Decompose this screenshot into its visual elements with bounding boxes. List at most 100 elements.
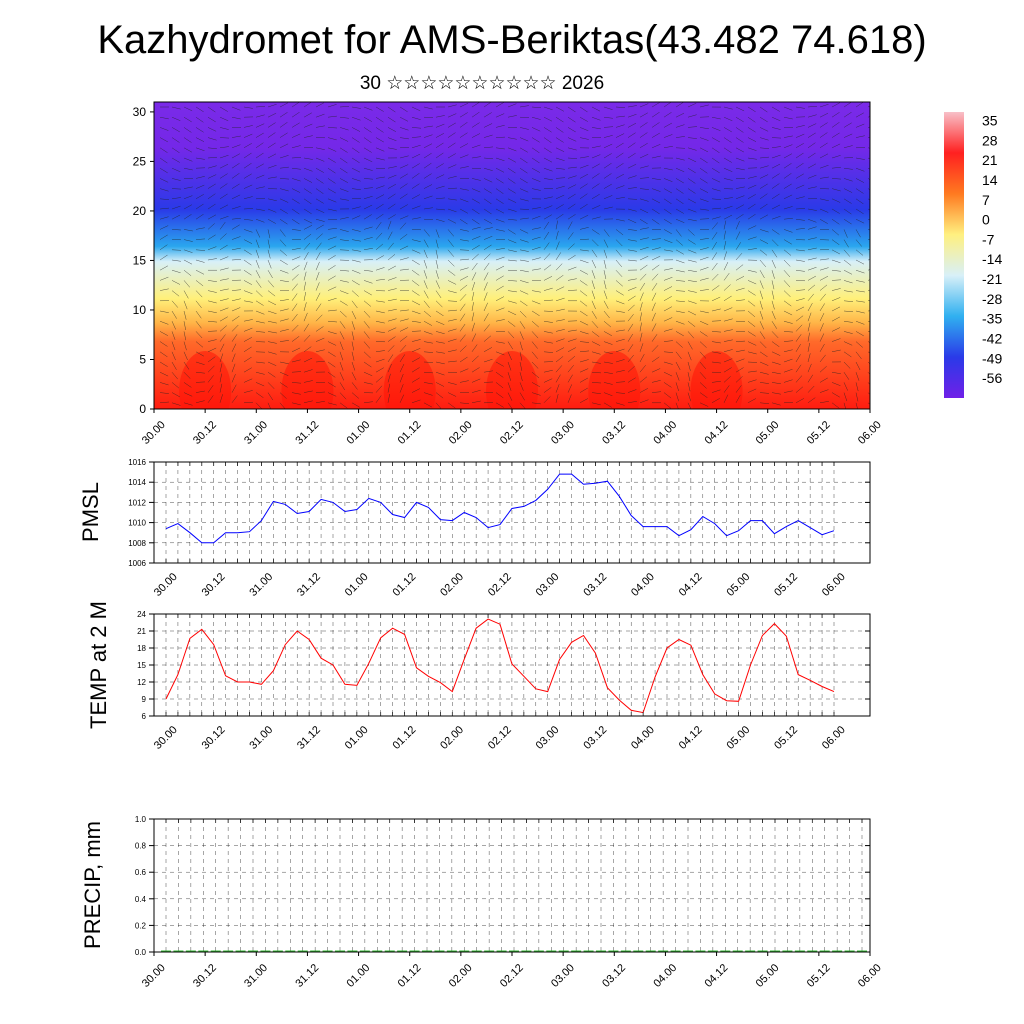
wind-barb [699, 208, 709, 211]
wind-barb [711, 320, 722, 322]
wind-barb [711, 188, 721, 192]
wind-barb [447, 280, 457, 285]
wind-barb [243, 143, 252, 149]
wind-barb [519, 290, 529, 295]
wind-barb [819, 312, 825, 322]
wind-barb [531, 147, 540, 154]
wind-barb [387, 327, 397, 332]
wind-barb [267, 218, 276, 224]
wind-barb [687, 361, 691, 371]
wind-barb [735, 195, 745, 200]
wind-barb [531, 300, 541, 305]
wind-barb [459, 154, 469, 159]
wind-barb [735, 127, 744, 133]
wind-barb [867, 188, 870, 191]
wind-barb [363, 116, 373, 122]
wind-barb [543, 231, 550, 240]
wind-barb [603, 106, 613, 110]
wind-barb [531, 257, 541, 261]
wind-barb [291, 178, 301, 182]
wind-barb [243, 337, 253, 342]
wind-barb [699, 137, 709, 141]
wind-barb [603, 173, 612, 179]
wind-barb [423, 218, 434, 220]
wind-barb [183, 270, 192, 276]
wind-barb [819, 366, 827, 373]
wind-barb [375, 232, 383, 240]
wind-barb [459, 112, 468, 118]
wind-barb [183, 106, 193, 112]
wind-barb [279, 371, 289, 376]
wind-barb [363, 290, 372, 296]
wind-barb [807, 208, 817, 211]
wind-barb [351, 290, 359, 297]
temp-x-axis: 30.00 30.12 31.00 31.12 01.00 01.12 02.00 02.12… [152, 724, 848, 752]
wind-barb [603, 351, 613, 355]
wind-barb [471, 111, 480, 118]
wind-barb [519, 127, 529, 130]
wind-barb [555, 329, 565, 332]
wind-barb [447, 259, 455, 267]
wind-barb [387, 193, 396, 200]
wind-barb [495, 124, 505, 128]
wind-barb [495, 188, 504, 194]
wind-barb [315, 113, 325, 118]
wind-barb [579, 137, 589, 140]
wind-barb [195, 147, 205, 152]
wind-barb [651, 391, 662, 393]
wind-barb [531, 236, 541, 240]
wind-barb [735, 186, 745, 189]
wind-barb [219, 394, 223, 403]
precip-bar [248, 950, 258, 952]
wind-barb [519, 321, 526, 329]
wind-barb [675, 310, 685, 314]
wind-barb [459, 368, 469, 373]
wind-barb [219, 343, 225, 352]
wind-barb [771, 310, 776, 320]
wind-barb [603, 239, 609, 248]
wind-barb [843, 145, 853, 149]
y-tick-label: 0.0 [135, 948, 147, 957]
wind-barb [783, 163, 792, 169]
wind-barb [507, 269, 518, 272]
wind-barb [675, 331, 684, 337]
wind-barb [351, 382, 358, 390]
wind-barb [411, 127, 422, 129]
wind-barb [255, 229, 261, 238]
wind-barb [711, 308, 721, 312]
wind-barb [771, 215, 781, 220]
x-tick-label: 31.12 [293, 962, 321, 990]
wind-barb [807, 218, 817, 223]
precip-bar [310, 950, 321, 952]
wind-barb [783, 331, 794, 333]
wind-barb [471, 253, 479, 261]
wind-barb [831, 166, 841, 169]
wind-barb [315, 198, 324, 204]
wind-barb [399, 215, 409, 220]
wind-barb [735, 106, 745, 112]
wind-barb [687, 239, 696, 245]
wind-barb [867, 178, 870, 181]
wind-barb [423, 143, 433, 149]
wind-barb [267, 176, 277, 179]
wind-barb [579, 280, 588, 286]
wind-barb [375, 376, 383, 383]
wind-barb [171, 259, 181, 262]
wind-barb [723, 240, 727, 250]
wind-barb [327, 188, 336, 194]
wind-barb [243, 390, 253, 393]
wind-barb [639, 302, 643, 312]
wind-barb [699, 247, 709, 251]
wind-barb [639, 188, 649, 190]
wind-barb [459, 208, 469, 214]
wind-barb [603, 290, 608, 300]
wind-barb [843, 269, 853, 275]
wind-barb [507, 290, 517, 293]
wind-barb [399, 137, 409, 140]
wind-barb [231, 206, 241, 210]
wind-barb [495, 382, 504, 389]
precip-bar [546, 950, 557, 952]
wind-barb [759, 300, 763, 310]
wind-barb [603, 183, 612, 189]
